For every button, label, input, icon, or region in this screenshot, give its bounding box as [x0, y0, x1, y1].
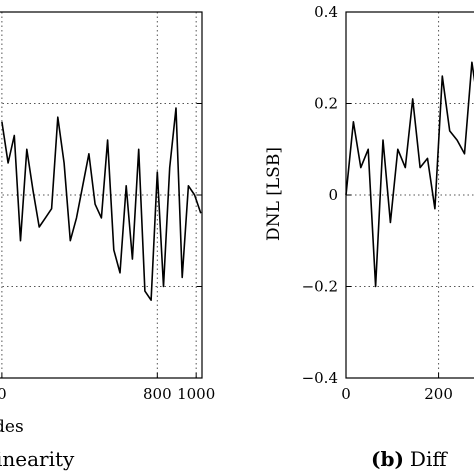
panel-b-y-tick-label: 0.4 — [314, 3, 338, 21]
panel-b-y-tick-label: 0 — [328, 186, 338, 204]
panel-b-caption: (b) Diff — [371, 447, 448, 471]
panel-a-x-tick-label: 800 — [143, 385, 172, 403]
panel-a-ticks: 0 800 1000 — [0, 11, 215, 403]
panel-a-x-tick-label: 1000 — [177, 385, 215, 403]
panel-b-caption-label: (b) — [371, 447, 404, 471]
panel-a-x-tick-label: 0 — [0, 385, 7, 403]
panel-b-y-tick-label: −0.4 — [302, 369, 338, 387]
panel-b-x-tick-label: 0 — [341, 385, 351, 403]
panel-b-grid — [346, 12, 474, 378]
panel-a-x-axis-label: des — [0, 417, 24, 437]
panel-b-ticks: 0 200 0.4 0.2 0 −0.2 −0.4 — [302, 3, 453, 403]
panel-b-caption-text: Diff — [410, 447, 448, 471]
panel-b-y-tick-label: 0.2 — [314, 95, 338, 113]
panel-a-grid — [0, 12, 202, 378]
panel-b-y-tick-label: −0.2 — [302, 278, 338, 296]
panel-b-y-axis-label: DNL [LSB] — [264, 147, 284, 241]
panel-b-dnl: 0 200 0.4 0.2 0 −0.2 −0.4 DNL [LSB] (b) Diff — [264, 3, 474, 471]
panel-b-x-tick-label: 200 — [424, 385, 453, 403]
panel-a-series-line — [1, 107, 202, 302]
panel-b-series-line — [345, 61, 474, 288]
panel-a-caption: inearity — [0, 447, 75, 471]
panel-a-inl: 0 800 1000 des inearity — [0, 11, 215, 471]
